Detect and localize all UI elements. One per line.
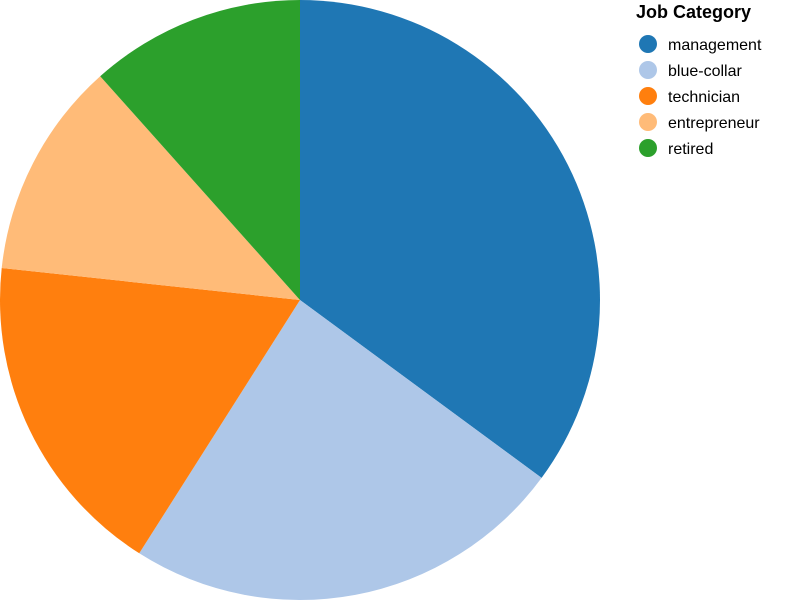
legend-label-management: management xyxy=(668,37,762,54)
pie-slice-management xyxy=(300,0,600,478)
legend-swatch-retired xyxy=(639,139,657,157)
legend-label-entrepreneur: entrepreneur xyxy=(668,115,760,132)
legend-swatch-entrepreneur xyxy=(639,113,657,131)
legend-label-technician: technician xyxy=(668,89,740,106)
legend-items: management blue-collar technician entrepren… xyxy=(639,35,762,158)
pie-slices xyxy=(0,0,600,600)
pie-slice-entrepreneur xyxy=(1,76,300,301)
legend-label-blue-collar: blue-collar xyxy=(668,63,742,80)
pie-slice-technician xyxy=(0,268,300,554)
legend-title: Job Category xyxy=(636,2,751,22)
pie-slice-blue-collar xyxy=(139,300,542,600)
legend-swatch-blue-collar xyxy=(639,61,657,79)
legend-swatch-technician xyxy=(639,87,657,105)
legend: Job Category management blue-collar techni… xyxy=(636,2,762,158)
legend-swatch-management xyxy=(639,35,657,53)
pie-slice-retired xyxy=(100,0,300,300)
legend-label-retired: retired xyxy=(668,141,713,158)
